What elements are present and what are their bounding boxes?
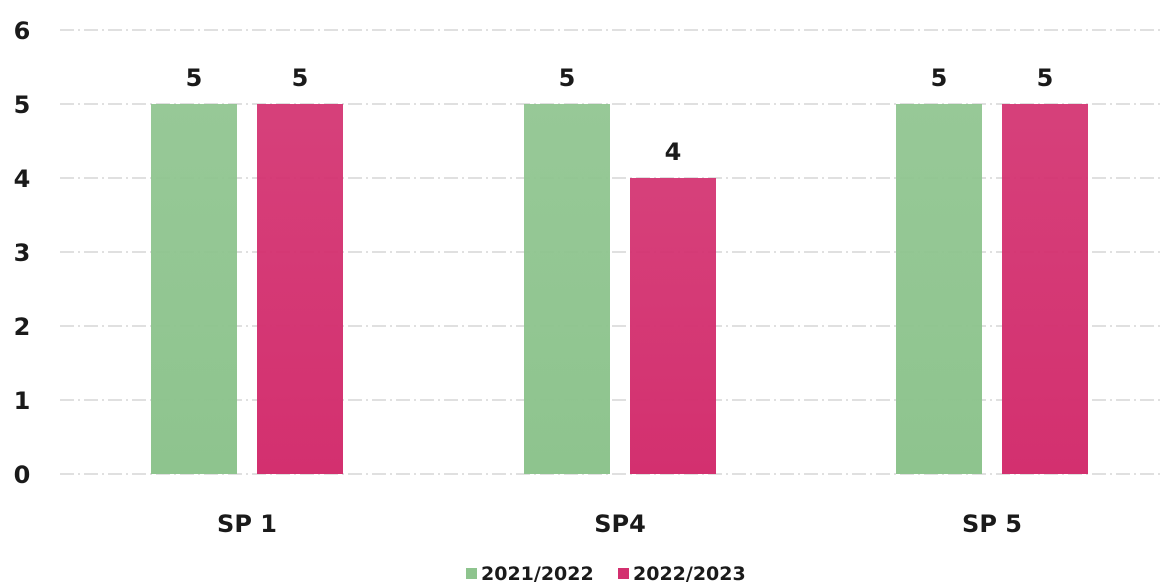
bar-2021-2022-sp5 [896,104,982,474]
x-axis-categories: SP 1 SP4 SP 5 [217,510,1022,538]
bar-2021-2022-sp4 [524,104,610,474]
y-axis-ticks: 0 1 2 3 4 5 6 [14,17,31,489]
x-category-label: SP 5 [962,510,1022,538]
y-tick-label: 4 [14,165,31,193]
legend-item: 2022/2023 [618,563,746,585]
data-label: 5 [186,64,203,92]
legend: 2021/2022 2022/2023 [466,563,746,585]
bar-2022-2023-sp5 [1002,104,1088,474]
data-label: 5 [292,64,309,92]
y-tick-label: 1 [14,387,31,415]
y-tick-label: 5 [14,91,31,119]
data-label: 4 [665,138,682,166]
legend-label: 2022/2023 [633,563,746,585]
data-labels: 5 5 5 4 5 5 [186,64,1054,166]
bar-2022-2023-sp1 [257,104,343,474]
data-label: 5 [931,64,948,92]
bar-2022-2023-sp4 [630,178,716,474]
y-tick-label: 0 [14,461,31,489]
legend-label: 2021/2022 [481,563,594,585]
x-category-label: SP4 [594,510,646,538]
y-tick-label: 6 [14,17,31,45]
y-tick-label: 3 [14,239,31,267]
data-label: 5 [1037,64,1054,92]
legend-item: 2021/2022 [466,563,594,585]
y-tick-label: 2 [14,313,31,341]
legend-swatch [618,568,629,579]
data-label: 5 [559,64,576,92]
bar-2021-2022-sp1 [151,104,237,474]
bars [151,104,1088,474]
legend-swatch [466,568,477,579]
x-category-label: SP 1 [217,510,277,538]
